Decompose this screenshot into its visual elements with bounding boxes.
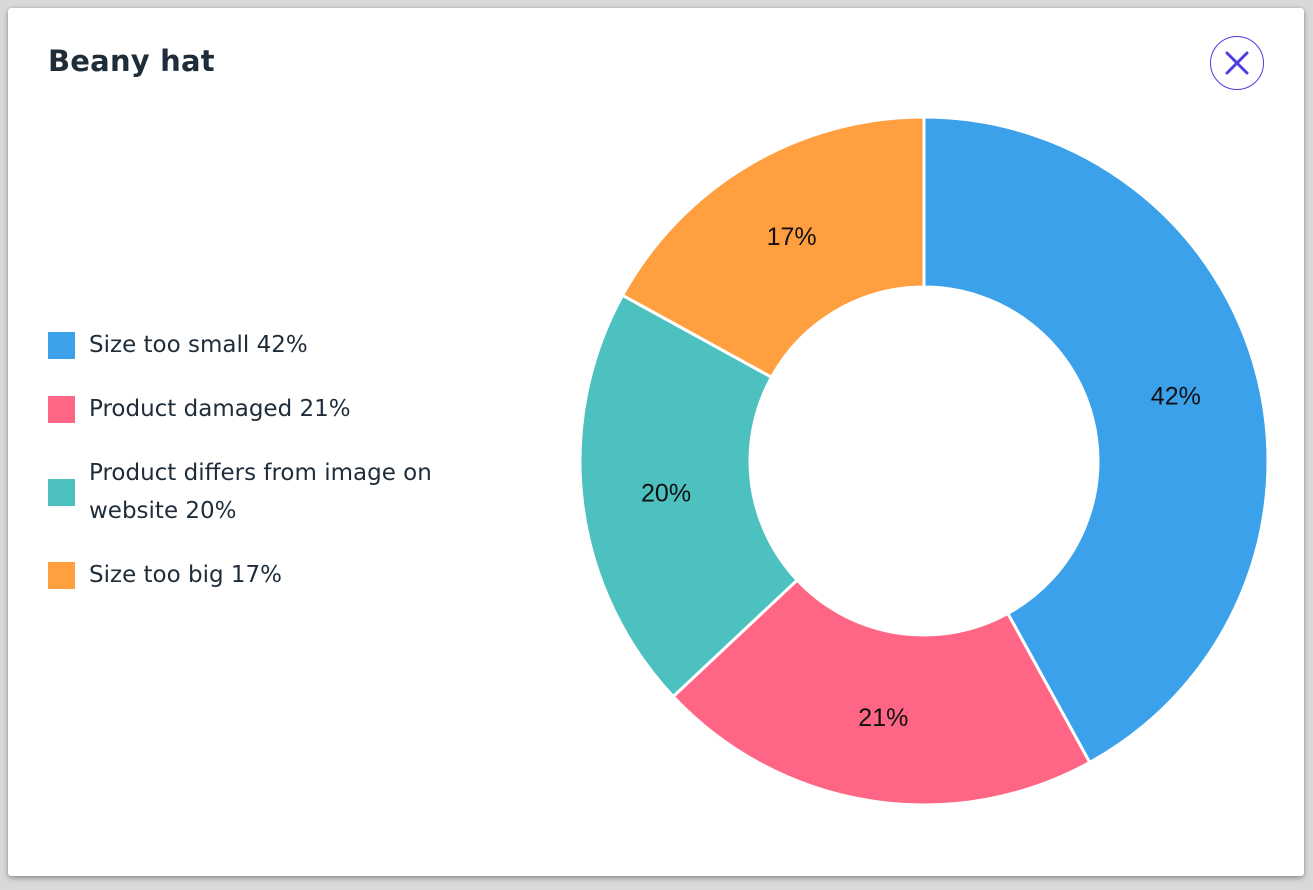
legend-swatch [48,331,75,359]
legend-label: Product differs from image on website 20… [89,460,432,524]
legend-item[interactable]: Size too small 42% [48,326,498,364]
chart-slice[interactable] [922,115,1268,765]
slice-value-label: 21% [858,704,908,732]
slice-value-label: 20% [641,480,691,508]
slice-value-label: 42% [1151,382,1201,410]
chart-slice[interactable] [671,577,1092,804]
chart-slice[interactable] [578,293,800,699]
legend-label: Size too small 42% [89,332,308,358]
close-icon [1225,51,1249,75]
slice-value-label: 17% [767,223,817,251]
dialog-title: Beany hat [48,44,215,78]
legend-swatch [48,395,75,423]
legend-item[interactable]: Product differs from image on website 20… [48,454,498,530]
legend-label: Size too big 17% [89,562,283,588]
chart-legend: Size too small 42% Product damaged 21% Pro… [48,326,498,620]
legend-item[interactable]: Product damaged 21% [48,390,498,428]
legend-item[interactable]: Size too big 17% [48,556,498,594]
chart-dialog: Beany hat Size too small 42% Product dama… [8,8,1304,876]
legend-swatch [48,561,75,589]
legend-swatch [48,478,75,506]
chart-slice[interactable] [620,115,926,380]
doughnut-chart: 42% 21% 20% 17% [578,115,1268,804]
legend-label: Product damaged 21% [89,396,351,422]
close-button[interactable] [1210,36,1264,90]
